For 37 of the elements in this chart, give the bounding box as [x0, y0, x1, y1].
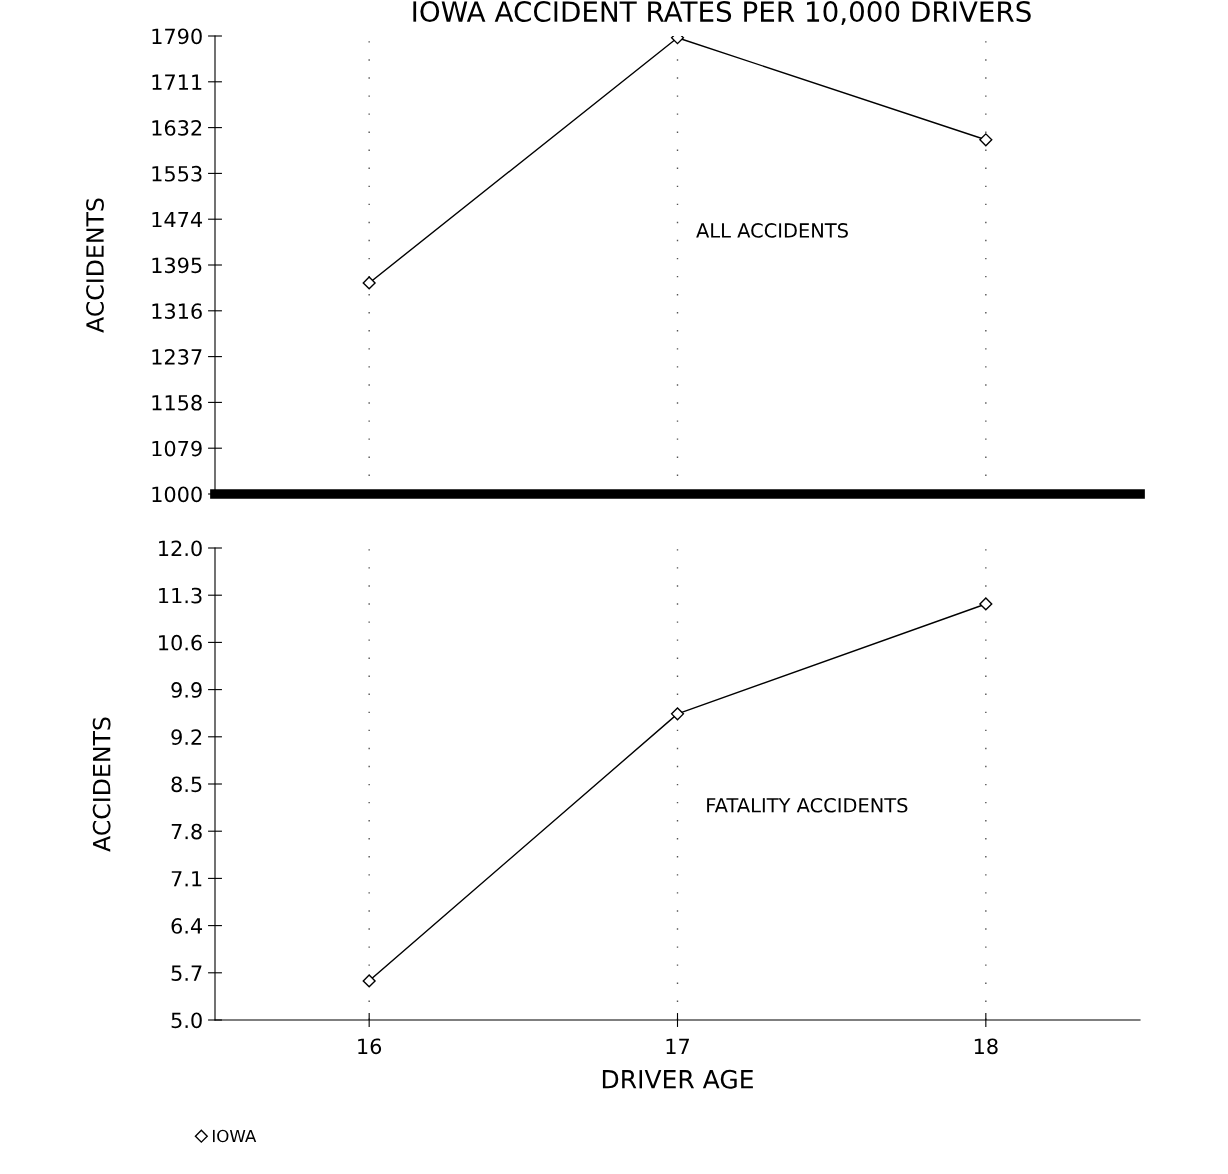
point	[362, 276, 376, 290]
y-tick-label: 1395	[152, 257, 202, 274]
y-tick-label: 1790	[152, 28, 202, 45]
y-tick-label: 1632	[152, 120, 202, 136]
y-tick-label: 1474	[152, 211, 203, 228]
y-axis-title: ACCIDENTS	[92, 717, 111, 852]
point	[362, 974, 376, 988]
y-axis-title: ACCIDENTS	[86, 198, 104, 333]
y-tick-label: 5.0	[171, 1012, 202, 1029]
point	[979, 133, 993, 147]
y-tick-label: 1237	[152, 349, 202, 365]
y-tick-label: 9.9	[171, 682, 202, 698]
y-tick-label: 7.8	[171, 823, 202, 840]
y-tick-label: 1316	[152, 303, 202, 320]
y-tick-label: 5.7	[171, 965, 202, 982]
point	[979, 597, 993, 611]
x-tick-label: 17	[666, 1038, 689, 1054]
y-tick-label: 8.5	[171, 776, 202, 793]
point	[670, 707, 685, 721]
annotation: FATALITY ACCIDENTS	[707, 797, 908, 813]
y-tick-label: 1079	[152, 440, 202, 457]
annotation: ALL ACCIDENTS	[696, 223, 848, 238]
y-tick-label: 1553	[152, 165, 202, 182]
x-axis-title: DRIVER AGE	[602, 1069, 753, 1089]
y-tick-label: 6.4	[171, 918, 203, 934]
y-tick-label: 1158	[152, 394, 202, 411]
chart-title: IOWA ACCIDENT RATES PER 10,000 DRIVERS	[413, 1, 1031, 25]
x-tick-label: 18	[974, 1038, 998, 1055]
x-tick-label: 16	[358, 1038, 382, 1055]
legend-label: IOWA	[212, 1129, 257, 1143]
y-tick-label: 1000	[152, 486, 202, 503]
y-tick-label: 11.3	[159, 587, 202, 604]
y-tick-label: 10.6	[159, 634, 202, 651]
y-tick-label: 7.1	[171, 871, 202, 887]
y-tick-label: 9.2	[171, 729, 202, 746]
y-tick-label: 12.0	[159, 540, 202, 557]
y-tick-label: 1711	[152, 74, 202, 90]
